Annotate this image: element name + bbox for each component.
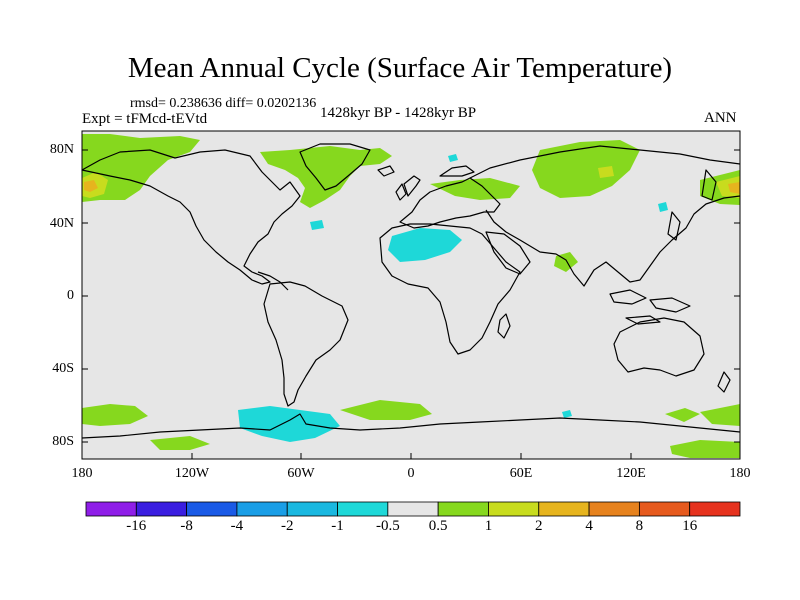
lon-label-0: 0 [407, 466, 415, 481]
colorbar-label: 4 [585, 518, 593, 534]
colorbar-label: -2 [280, 518, 294, 534]
colorbar-swatch [186, 501, 238, 517]
colorbar-label: 16 [682, 518, 698, 534]
colorbar-swatch [689, 501, 741, 517]
colorbar-label: 8 [635, 518, 644, 534]
colorbar-label: -1 [331, 518, 344, 534]
warm-core-patches [82, 166, 740, 198]
colorbar-swatch [135, 501, 188, 517]
colorbar-label: 1 [484, 518, 493, 534]
positive-anomaly-patches [82, 134, 740, 458]
colorbar-label: 0.5 [428, 518, 448, 534]
colorbar [85, 501, 741, 517]
stats-line: rmsd= 0.238636 diff= 0.0202136 [130, 96, 317, 111]
lon-label-180w: 180 [71, 466, 93, 481]
colorbar-swatch [538, 501, 590, 517]
negative-anomaly-patches [238, 154, 668, 442]
longitude-ticks [81, 453, 741, 459]
season-label: ANN [704, 110, 737, 126]
colorbar-swatch [437, 501, 489, 517]
colorbar-label: -4 [230, 518, 244, 534]
lat-label-40n: 40N [49, 216, 74, 231]
plot-title: Mean Annual Cycle (Surface Air Temperatu… [127, 52, 673, 84]
lon-label-60e: 60E [509, 466, 533, 481]
coastlines [81, 143, 741, 439]
period-label: 1428kyr BP - 1428kyr BP [320, 105, 477, 121]
colorbar-label: 2 [535, 518, 543, 534]
lat-label-80n: 80N [49, 142, 74, 157]
latitude-ticks [82, 149, 740, 443]
colorbar-label: -16 [126, 518, 147, 534]
colorbar-swatch [588, 501, 640, 517]
lat-label-0: 0 [67, 288, 74, 303]
lon-label-120w: 120W [174, 466, 210, 481]
colorbar-label: -8 [180, 518, 193, 534]
colorbar-swatch [638, 501, 691, 517]
colorbar-swatch [286, 501, 338, 517]
colorbar-swatch [85, 501, 137, 517]
experiment-label: Expt = tFMcd-tEVtd [82, 111, 208, 127]
colorbar-label: -0.5 [375, 518, 400, 534]
colorbar-swatch [236, 501, 288, 517]
lon-label-180e: 180 [729, 466, 751, 481]
lon-label-60w: 60W [287, 466, 315, 481]
colorbar-swatch [488, 501, 540, 517]
colorbar-swatch [337, 501, 389, 517]
colorbar-swatch [387, 501, 439, 517]
lat-label-40s: 40S [52, 361, 74, 376]
lon-label-120e: 120E [616, 466, 646, 481]
lat-label-80s: 80S [52, 434, 74, 449]
